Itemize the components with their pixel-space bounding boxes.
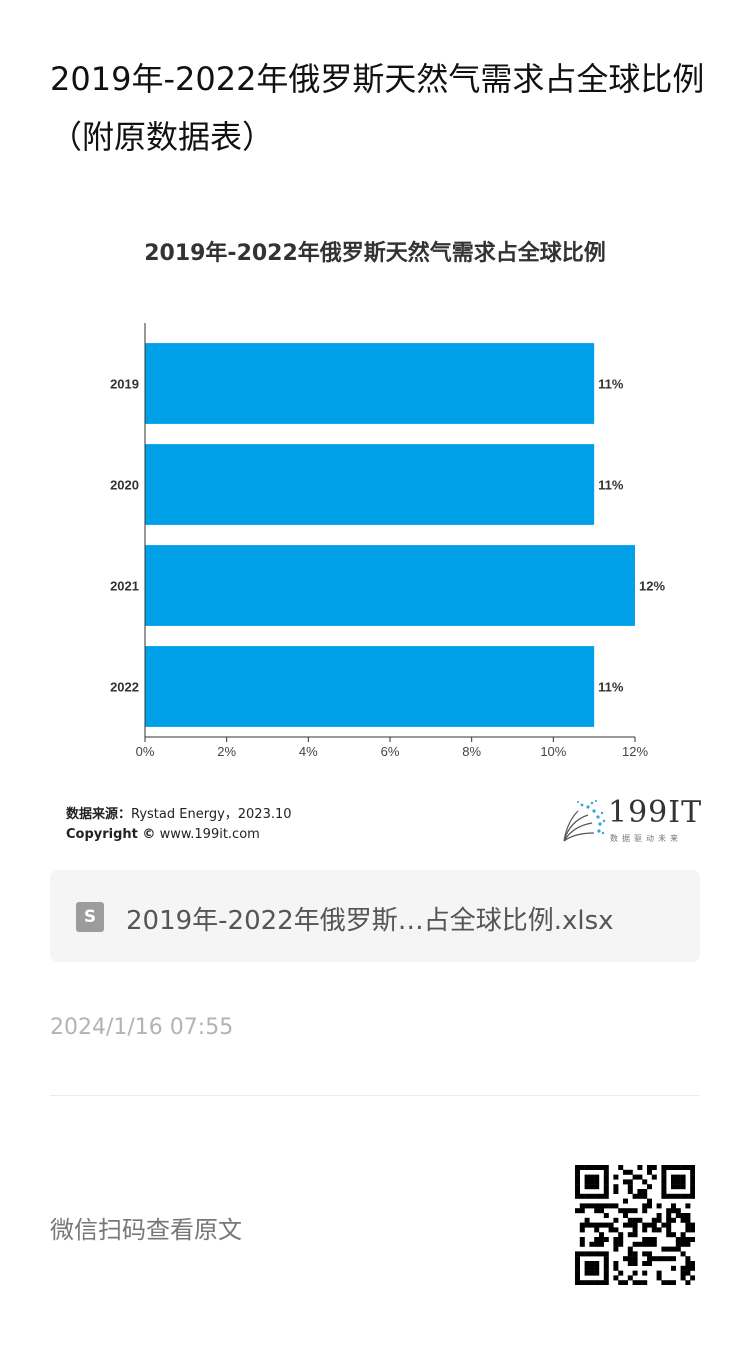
source-block: 数据来源：Rystad Energy，2023.10 Copyright © w… xyxy=(66,805,292,845)
bar-2021 xyxy=(145,545,635,626)
qr-code-icon[interactable] xyxy=(575,1165,695,1285)
x-tick-label-12: 12% xyxy=(622,744,648,759)
publish-timestamp: 2024/1/16 07:55 xyxy=(50,1015,234,1040)
source-value: Rystad Energy，2023.10 xyxy=(131,807,292,822)
copyright-label: Copyright © xyxy=(66,827,156,842)
brand-logo: 199IT 数据驱动未来 xyxy=(558,795,701,845)
brand-name: 199IT xyxy=(608,795,703,830)
attachment-file-card[interactable]: S 2019年-2022年俄罗斯…占全球比例.xlsx xyxy=(50,870,700,962)
value-label-2021: 12% xyxy=(639,579,665,594)
divider xyxy=(50,1095,700,1096)
source-label: 数据来源： xyxy=(66,807,132,822)
value-label-2020: 11% xyxy=(598,478,624,493)
brand-tagline: 数据驱动未来 xyxy=(610,834,682,843)
bar-2022 xyxy=(145,646,595,727)
x-tick-label-0: 0% xyxy=(136,744,155,759)
x-tick-label-4: 4% xyxy=(299,744,318,759)
bar-chart: 2019 11% 2020 11% 2021 12% 2022 11% 0% 2% 4% 6% 8% 10… xyxy=(110,323,665,759)
x-tick-label-2: 2% xyxy=(217,744,236,759)
category-label-2019: 2019 xyxy=(110,377,139,392)
chart-title: 2019年-2022年俄罗斯天然气需求占全球比例 xyxy=(144,241,606,266)
value-label-2022: 11% xyxy=(598,680,624,695)
attachment-file-name[interactable]: 2019年-2022年俄罗斯…占全球比例.xlsx xyxy=(126,906,614,936)
category-label-2021: 2021 xyxy=(110,579,139,594)
category-label-2022: 2022 xyxy=(110,680,139,695)
x-tick-label-6: 6% xyxy=(381,744,400,759)
copyright-value: www.199it.com xyxy=(159,827,260,842)
bar-2019 xyxy=(145,343,595,424)
x-tick-label-10: 10% xyxy=(540,744,566,759)
value-label-2019: 11% xyxy=(598,377,624,392)
dandelion-icon xyxy=(563,800,606,842)
scan-to-read-label: 微信扫码查看原文 xyxy=(50,1216,242,1244)
x-tick-label-8: 8% xyxy=(462,744,481,759)
page-title: 2019年-2022年俄罗斯天然气需求占全球比例（附原数据表） xyxy=(50,60,705,156)
spreadsheet-file-icon: S xyxy=(76,902,104,932)
bar-2020 xyxy=(145,444,595,525)
category-label-2020: 2020 xyxy=(110,478,139,493)
chart-card: 2019年-2022年俄罗斯天然气需求占全球比例 2019 11% 2020 11% 2… xyxy=(50,215,701,865)
